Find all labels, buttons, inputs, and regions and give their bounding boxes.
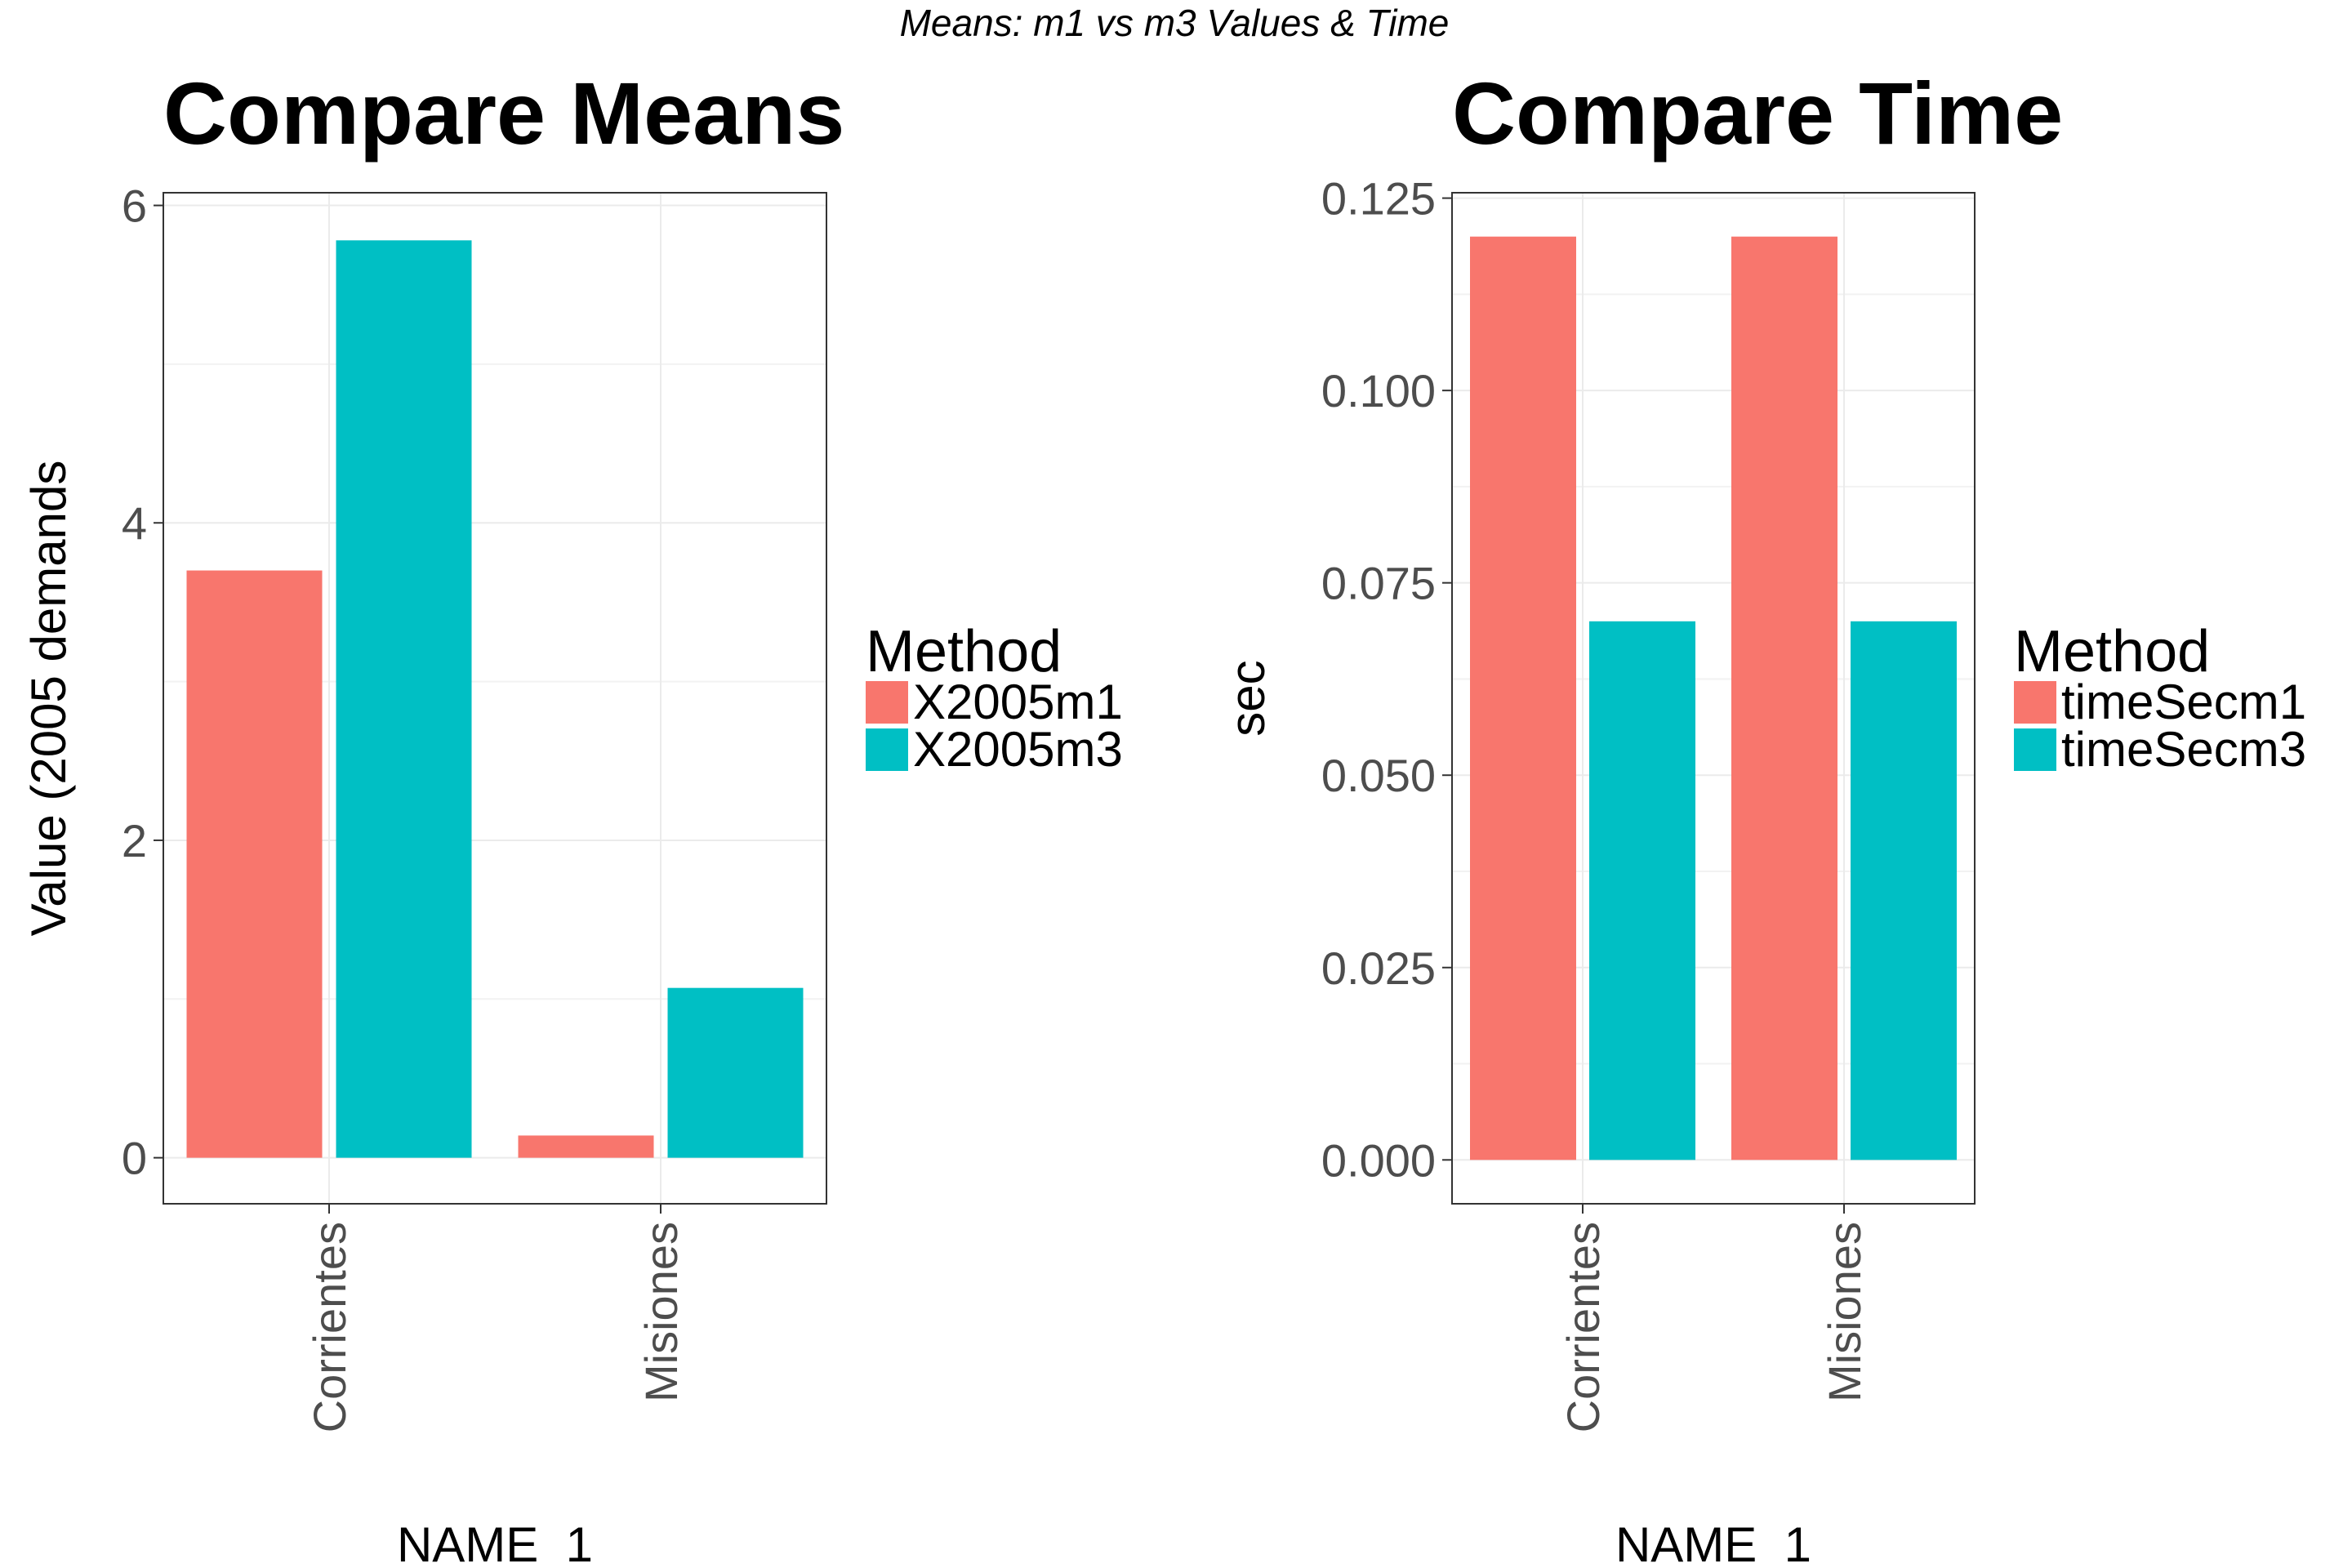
bar-X2005m1-Corrientes [186, 570, 323, 1158]
y-tick-label: 0.125 [1321, 173, 1436, 225]
y-tick-label: 0.025 [1321, 942, 1436, 994]
bar-timeSecm1-Misiones [1731, 236, 1838, 1160]
legend-swatch-X2005m1 [866, 681, 908, 724]
panel-border [163, 192, 827, 1205]
x-tick-label: Misiones [635, 1222, 687, 1402]
bar-timeSecm3-Misiones [1851, 621, 1957, 1160]
y-axis-label: Value (2005 demands [21, 461, 76, 937]
legend-label-timeSecm3: timeSecm3 [2061, 722, 2306, 777]
x-axis-label: NAME_1 [397, 1517, 593, 1568]
panel-border [1451, 192, 1976, 1205]
bar-X2005m3-Misiones [667, 987, 804, 1158]
bar-timeSecm1-Corrientes [1470, 236, 1576, 1160]
chart-title: Compare Time [1452, 64, 2063, 163]
y-tick-label: 0.050 [1321, 750, 1436, 801]
chart-panel-1: 0 2 4 6 Corrientes Misiones Compare Means Value… [21, 64, 1123, 1568]
x-tick-label: Corrientes [304, 1222, 355, 1432]
chart-panel-2: 0.000 0.025 0.050 0.075 0.100 0.125 Corrientes… [1220, 64, 2306, 1568]
y-tick-label: 0.075 [1321, 558, 1436, 609]
y-tick-label: 0.000 [1321, 1134, 1436, 1186]
y-tick-label: 0 [122, 1133, 147, 1184]
legend-label-timeSecm1: timeSecm1 [2061, 675, 2306, 729]
bar-X2005m1-Misiones [518, 1135, 654, 1158]
y-axis-label: sec [1220, 660, 1275, 736]
legend-swatch-timeSecm1 [2014, 681, 2056, 724]
legend-title: Method [2014, 619, 2210, 684]
y-tick-label: 0.100 [1321, 365, 1436, 416]
legend-label-X2005m3: X2005m3 [913, 722, 1123, 777]
bar-timeSecm3-Corrientes [1589, 621, 1695, 1160]
legend-title: Method [866, 619, 1062, 684]
chart-title: Compare Means [163, 64, 844, 163]
y-tick-label: 4 [122, 497, 147, 549]
y-tick-label: 6 [122, 180, 147, 232]
x-tick-label: Misiones [1819, 1222, 1870, 1402]
legend-label-X2005m1: X2005m1 [913, 675, 1123, 729]
y-tick-label: 2 [122, 815, 147, 866]
figure-title: Means: m1 vs m3 Values & Time [900, 2, 1450, 44]
x-axis-label: NAME_1 [1615, 1517, 1811, 1568]
x-tick-label: Corrientes [1557, 1222, 1609, 1432]
bar-X2005m3-Corrientes [336, 240, 472, 1158]
legend-swatch-timeSecm3 [2014, 728, 2056, 771]
legend-swatch-X2005m3 [866, 728, 908, 771]
